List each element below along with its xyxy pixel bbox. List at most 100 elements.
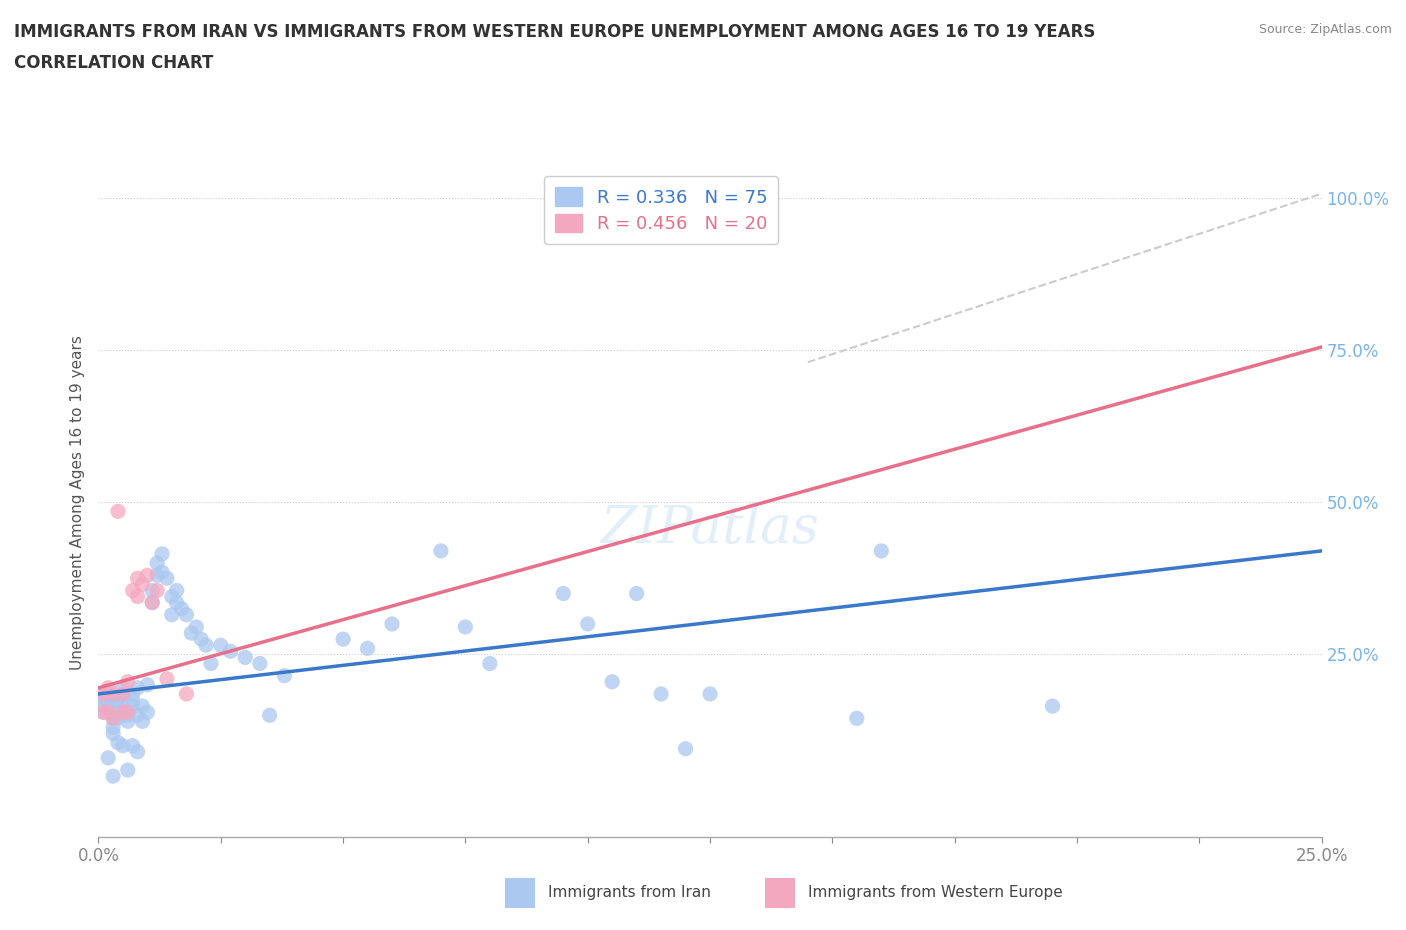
Point bbox=[117, 705, 139, 720]
Point bbox=[160, 589, 183, 604]
Point bbox=[233, 650, 256, 665]
Point bbox=[127, 571, 149, 586]
Point bbox=[107, 698, 129, 713]
Point bbox=[156, 671, 179, 686]
Point bbox=[156, 571, 179, 586]
Point bbox=[101, 711, 124, 725]
Point bbox=[117, 674, 139, 689]
Point bbox=[101, 720, 124, 735]
Point bbox=[101, 705, 124, 720]
Point bbox=[121, 698, 143, 713]
Point bbox=[553, 586, 575, 601]
Point bbox=[136, 677, 159, 692]
Point bbox=[111, 693, 134, 708]
Legend: R = 0.336   N = 75, R = 0.456   N = 20: R = 0.336 N = 75, R = 0.456 N = 20 bbox=[544, 177, 778, 244]
Point bbox=[117, 708, 139, 723]
Point bbox=[97, 686, 120, 701]
Text: Immigrants from Iran: Immigrants from Iran bbox=[548, 885, 711, 900]
Point bbox=[576, 617, 599, 631]
Y-axis label: Unemployment Among Ages 16 to 19 years: Unemployment Among Ages 16 to 19 years bbox=[69, 335, 84, 670]
Point bbox=[190, 631, 212, 646]
Point bbox=[273, 669, 295, 684]
Point bbox=[107, 504, 129, 519]
Point bbox=[121, 693, 143, 708]
Point bbox=[249, 656, 271, 671]
Point bbox=[845, 711, 868, 725]
Point bbox=[127, 681, 149, 696]
Point bbox=[186, 619, 208, 634]
Point bbox=[430, 543, 453, 558]
Text: CORRELATION CHART: CORRELATION CHART bbox=[14, 54, 214, 72]
Point bbox=[107, 693, 129, 708]
Point bbox=[176, 686, 198, 701]
Point bbox=[166, 583, 188, 598]
Point bbox=[332, 631, 354, 646]
Point bbox=[127, 589, 149, 604]
Point bbox=[1042, 698, 1064, 713]
Point bbox=[111, 681, 134, 696]
Point bbox=[107, 711, 129, 725]
Point bbox=[101, 726, 124, 741]
Point bbox=[131, 698, 153, 713]
Point bbox=[180, 626, 202, 641]
Point bbox=[117, 763, 139, 777]
Point bbox=[97, 705, 120, 720]
Point bbox=[170, 602, 193, 617]
Point bbox=[91, 686, 114, 701]
Point bbox=[200, 656, 222, 671]
Point bbox=[111, 705, 134, 720]
Point bbox=[454, 619, 477, 634]
Point bbox=[91, 693, 114, 708]
Point bbox=[160, 607, 183, 622]
Point bbox=[146, 568, 169, 583]
Point bbox=[146, 583, 169, 598]
Point bbox=[97, 693, 120, 708]
Point bbox=[91, 698, 114, 713]
Text: IMMIGRANTS FROM IRAN VS IMMIGRANTS FROM WESTERN EUROPE UNEMPLOYMENT AMONG AGES 1: IMMIGRANTS FROM IRAN VS IMMIGRANTS FROM … bbox=[14, 23, 1095, 41]
Point bbox=[176, 607, 198, 622]
Point bbox=[97, 681, 120, 696]
Point bbox=[111, 738, 134, 753]
Point bbox=[117, 714, 139, 729]
Text: ZIPatlas: ZIPatlas bbox=[600, 503, 820, 554]
Point bbox=[91, 686, 114, 701]
Point bbox=[478, 656, 501, 671]
Point bbox=[650, 686, 672, 701]
Point bbox=[107, 736, 129, 751]
Point bbox=[136, 705, 159, 720]
Point bbox=[381, 617, 404, 631]
Point bbox=[121, 583, 143, 598]
Point bbox=[219, 644, 242, 658]
Point bbox=[141, 595, 163, 610]
Point bbox=[259, 708, 281, 723]
Point bbox=[101, 769, 124, 784]
Point bbox=[131, 577, 153, 591]
Point bbox=[141, 583, 163, 598]
Point bbox=[121, 738, 143, 753]
Point bbox=[675, 741, 697, 756]
Point bbox=[111, 705, 134, 720]
Point bbox=[127, 708, 149, 723]
Point bbox=[166, 595, 188, 610]
Text: Immigrants from Western Europe: Immigrants from Western Europe bbox=[808, 885, 1063, 900]
Point bbox=[600, 674, 623, 689]
Point bbox=[101, 711, 124, 725]
Point bbox=[136, 568, 159, 583]
Point bbox=[111, 686, 134, 701]
Point bbox=[97, 698, 120, 713]
Point bbox=[626, 586, 648, 601]
Point bbox=[150, 565, 173, 579]
Point bbox=[91, 705, 114, 720]
Point bbox=[150, 547, 173, 562]
Point bbox=[141, 595, 163, 610]
Point bbox=[699, 686, 721, 701]
Point bbox=[870, 543, 893, 558]
Point bbox=[195, 638, 218, 653]
Point bbox=[121, 686, 143, 701]
Point bbox=[91, 705, 114, 720]
Text: Source: ZipAtlas.com: Source: ZipAtlas.com bbox=[1258, 23, 1392, 36]
Point bbox=[146, 555, 169, 570]
Point bbox=[101, 686, 124, 701]
Point bbox=[209, 638, 232, 653]
Point bbox=[127, 744, 149, 759]
